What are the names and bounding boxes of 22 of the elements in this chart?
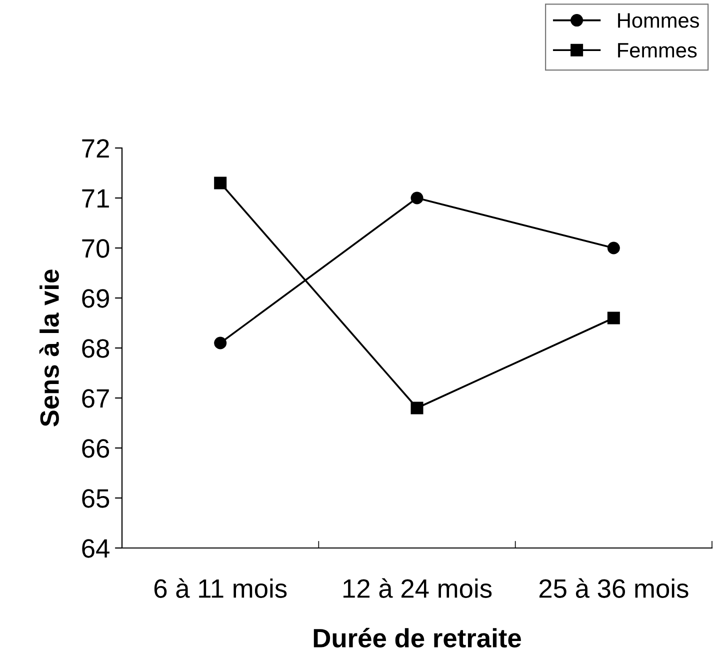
y-tick-label: 70 (82, 239, 110, 258)
y-axis-title: Sens à la vie (39, 270, 59, 426)
point (410, 192, 424, 204)
x-tick-label: 25 à 36 mois (539, 578, 688, 598)
y-tick-label: 66 (82, 439, 110, 458)
point (607, 312, 620, 324)
x-tick-label: 12 à 24 mois (343, 578, 492, 598)
y-tick-label: 64 (82, 539, 110, 558)
point (214, 336, 227, 350)
x-axis-title: Durée de retraite (314, 628, 521, 648)
y-tick-label: 69 (82, 289, 109, 308)
point (607, 242, 620, 254)
legend-label: Femmes (618, 43, 697, 58)
point (214, 176, 227, 190)
legend-label: Hommes (618, 13, 699, 28)
y-tick-label: 72 (82, 139, 109, 158)
y-tick-label: 65 (82, 489, 110, 508)
point (410, 402, 424, 414)
y-tick-label: 67 (82, 389, 109, 408)
x-tick-label: 6 à 11 mois (154, 578, 287, 598)
y-tick-label: 68 (82, 339, 110, 358)
y-tick-label: 71 (82, 189, 109, 208)
